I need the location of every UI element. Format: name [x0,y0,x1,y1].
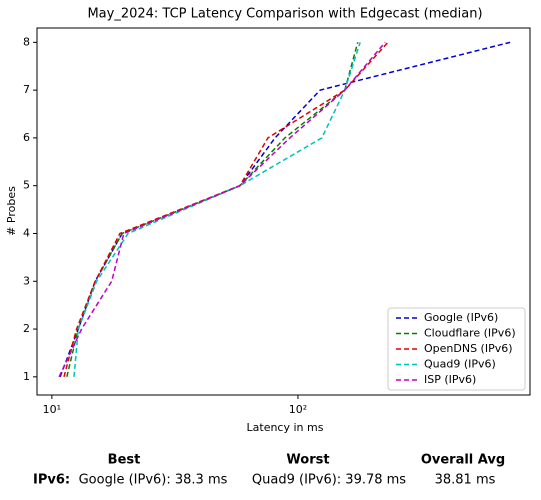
y-tick-label: 5 [23,179,30,192]
y-tick-label: 4 [23,226,30,239]
series-line [66,42,359,378]
series-line [58,41,386,378]
series-line [73,42,361,377]
legend-label: Google (IPv6) [424,311,498,324]
y-tick-label: 2 [23,322,30,335]
summary-header: Worst [286,453,329,468]
legend-box [387,307,526,391]
y-tick-label: 6 [23,131,30,144]
chart-title: May_2024: TCP Latency Comparison with Ed… [87,7,482,22]
summary-cell: Quad9 (IPv6): 39.78 ms [252,473,406,488]
legend-label: ISP (IPv6) [424,373,476,386]
legend-label: OpenDNS (IPv6) [424,342,513,355]
x-tick-label: 10¹ [43,403,61,416]
y-tick-label: 7 [23,83,30,96]
summary-header: Best [108,453,141,468]
x-axis-label: Latency in ms [247,421,324,434]
y-tick-label: 8 [23,35,30,48]
legend-label: Quad9 (IPv6) [424,358,496,371]
summary-row-label: IPv6: [33,473,70,488]
summary-cell: 38.81 ms [435,473,496,488]
summary-cell: Google (IPv6): 38.3 ms [79,473,228,488]
series-line [63,41,389,378]
summary-header: Overall Avg [421,453,505,468]
y-tick-label: 3 [23,274,30,287]
legend-label: Cloudflare (IPv6) [424,327,516,340]
y-axis-label: # Probes [5,186,18,236]
x-tick-label: 10² [289,403,307,416]
plot-frame [36,27,531,396]
y-tick-label: 1 [23,370,30,383]
